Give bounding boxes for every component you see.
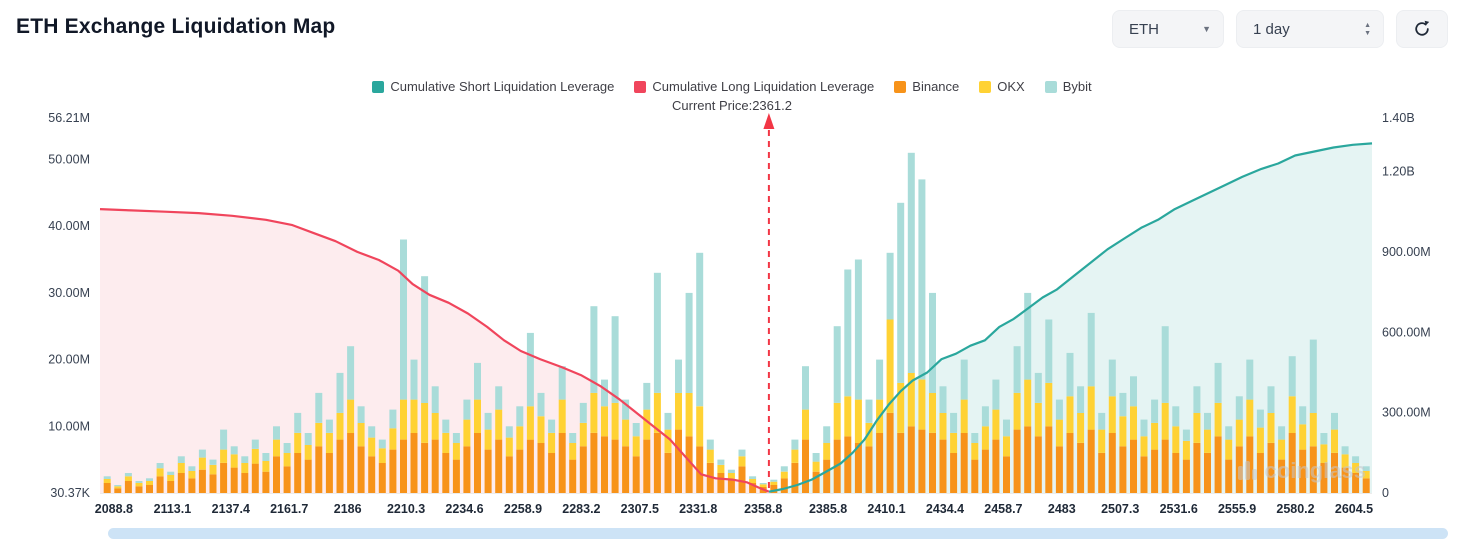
legend-item-okx[interactable]: OKX bbox=[979, 79, 1025, 94]
svg-text:600.00M: 600.00M bbox=[1382, 325, 1431, 339]
svg-text:2458.7: 2458.7 bbox=[984, 502, 1022, 516]
legend-item-long-leverage[interactable]: Cumulative Long Liquidation Leverage bbox=[634, 79, 874, 94]
svg-text:10.00M: 10.00M bbox=[48, 419, 90, 433]
svg-text:2307.5: 2307.5 bbox=[621, 502, 659, 516]
legend-item-bybit[interactable]: Bybit bbox=[1044, 79, 1092, 94]
svg-text:2331.8: 2331.8 bbox=[679, 502, 717, 516]
svg-text:2186: 2186 bbox=[334, 502, 362, 516]
svg-text:2410.1: 2410.1 bbox=[867, 502, 905, 516]
svg-text:30.00M: 30.00M bbox=[48, 286, 90, 300]
legend-swatch-short bbox=[372, 80, 385, 93]
page-title: ETH Exchange Liquidation Map bbox=[16, 15, 336, 38]
legend-swatch-long bbox=[634, 80, 647, 93]
svg-text:40.00M: 40.00M bbox=[48, 219, 90, 233]
legend-label: Cumulative Long Liquidation Leverage bbox=[652, 79, 875, 94]
svg-text:2580.2: 2580.2 bbox=[1276, 502, 1314, 516]
chart-range-scrollbar[interactable] bbox=[108, 528, 1448, 539]
svg-text:30.37K: 30.37K bbox=[50, 486, 90, 500]
legend-label: Bybit bbox=[1062, 79, 1092, 94]
coinglass-logo-icon bbox=[1237, 461, 1257, 480]
svg-text:2088.8: 2088.8 bbox=[95, 502, 133, 516]
legend-label: Binance bbox=[912, 79, 960, 94]
svg-text:2113.1: 2113.1 bbox=[154, 502, 192, 516]
interval-select-value: 1 day bbox=[1253, 20, 1290, 38]
stepper-icon: ▲ ▼ bbox=[1364, 21, 1371, 37]
svg-text:0: 0 bbox=[1382, 486, 1389, 500]
interval-select[interactable]: 1 day ▲ ▼ bbox=[1236, 10, 1384, 48]
svg-text:2531.6: 2531.6 bbox=[1160, 502, 1198, 516]
legend-swatch-bybit bbox=[1044, 80, 1057, 93]
legend-item-short-leverage[interactable]: Cumulative Short Liquidation Leverage bbox=[372, 79, 614, 94]
svg-text:300.00M: 300.00M bbox=[1382, 406, 1431, 420]
refresh-button[interactable] bbox=[1396, 10, 1448, 48]
svg-text:50.00M: 50.00M bbox=[48, 152, 90, 166]
current-price-label: Current Price:2361.2 bbox=[672, 98, 792, 113]
chart-legend: Cumulative Short Liquidation Leverage Cu… bbox=[0, 79, 1464, 94]
svg-text:2604.5: 2604.5 bbox=[1335, 502, 1373, 516]
svg-text:900.00M: 900.00M bbox=[1382, 245, 1431, 259]
legend-swatch-binance bbox=[894, 80, 907, 93]
svg-text:2137.4: 2137.4 bbox=[212, 502, 250, 516]
svg-text:20.00M: 20.00M bbox=[48, 353, 90, 367]
chevron-down-icon: ▼ bbox=[1202, 24, 1211, 34]
watermark-text: coinglass bbox=[1264, 458, 1366, 483]
svg-text:2555.9: 2555.9 bbox=[1218, 502, 1256, 516]
svg-text:2507.3: 2507.3 bbox=[1101, 502, 1139, 516]
svg-text:2434.4: 2434.4 bbox=[926, 502, 964, 516]
svg-text:56.21M: 56.21M bbox=[48, 111, 90, 125]
svg-text:2161.7: 2161.7 bbox=[270, 502, 308, 516]
legend-swatch-okx bbox=[979, 80, 992, 93]
svg-text:2234.6: 2234.6 bbox=[445, 502, 483, 516]
svg-text:2385.8: 2385.8 bbox=[809, 502, 847, 516]
svg-text:2258.9: 2258.9 bbox=[504, 502, 542, 516]
svg-text:1.20B: 1.20B bbox=[1382, 165, 1415, 179]
svg-text:2483: 2483 bbox=[1048, 502, 1076, 516]
legend-item-binance[interactable]: Binance bbox=[894, 79, 959, 94]
svg-text:2358.8: 2358.8 bbox=[744, 502, 782, 516]
symbol-select-value: ETH bbox=[1129, 20, 1159, 38]
refresh-icon bbox=[1415, 20, 1430, 36]
svg-text:1.40B: 1.40B bbox=[1382, 111, 1415, 125]
legend-label: Cumulative Short Liquidation Leverage bbox=[390, 79, 615, 94]
coinglass-watermark: coinglass bbox=[1234, 458, 1366, 484]
svg-text:2210.3: 2210.3 bbox=[387, 502, 425, 516]
svg-text:2283.2: 2283.2 bbox=[562, 502, 600, 516]
symbol-select[interactable]: ETH ▼ bbox=[1112, 10, 1224, 48]
legend-label: OKX bbox=[997, 79, 1025, 94]
header-controls: ETH ▼ 1 day ▲ ▼ bbox=[1112, 10, 1448, 48]
